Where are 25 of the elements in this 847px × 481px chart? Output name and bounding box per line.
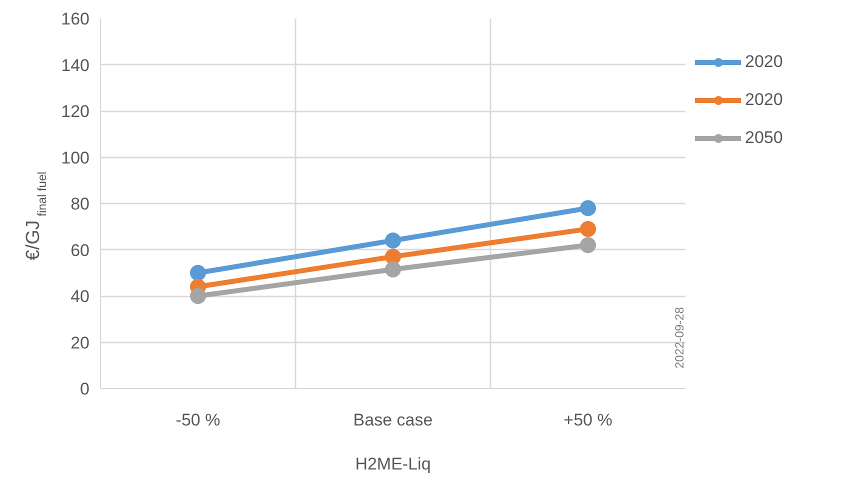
y-tick-label: 0 [80, 380, 90, 398]
y-tick-label: 60 [70, 240, 90, 260]
x-tick-label: -50 % [176, 410, 220, 430]
point [580, 200, 596, 216]
y-tick-label: 100 [61, 148, 90, 168]
y-tick-label: 40 [70, 287, 90, 306]
x-tick-label: Base case [353, 410, 433, 430]
y-axis-title: €/GJfinal fuel [23, 172, 49, 260]
point [385, 232, 401, 248]
point [580, 237, 596, 254]
y-tick-label: 160 [61, 10, 90, 28]
x-tick-label: +50 % [564, 410, 612, 430]
y-tick-label: 80 [70, 194, 90, 214]
point [385, 261, 401, 278]
y-tick-label: 120 [61, 102, 90, 121]
y-tick-label: 140 [61, 56, 90, 75]
legend-label: 2050 [745, 128, 783, 148]
legend-label: 2020 [745, 52, 783, 72]
legend-label: 2020 [745, 90, 783, 110]
point [580, 220, 596, 237]
point [190, 288, 206, 304]
annotation: 2022-09-28 [672, 306, 686, 368]
y-tick-label: 20 [70, 333, 90, 352]
x-axis-title: H2ME-Liq [355, 454, 431, 474]
point [190, 264, 206, 281]
